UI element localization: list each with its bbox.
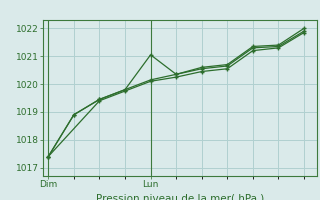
X-axis label: Pression niveau de la mer( hPa ): Pression niveau de la mer( hPa )	[96, 193, 264, 200]
